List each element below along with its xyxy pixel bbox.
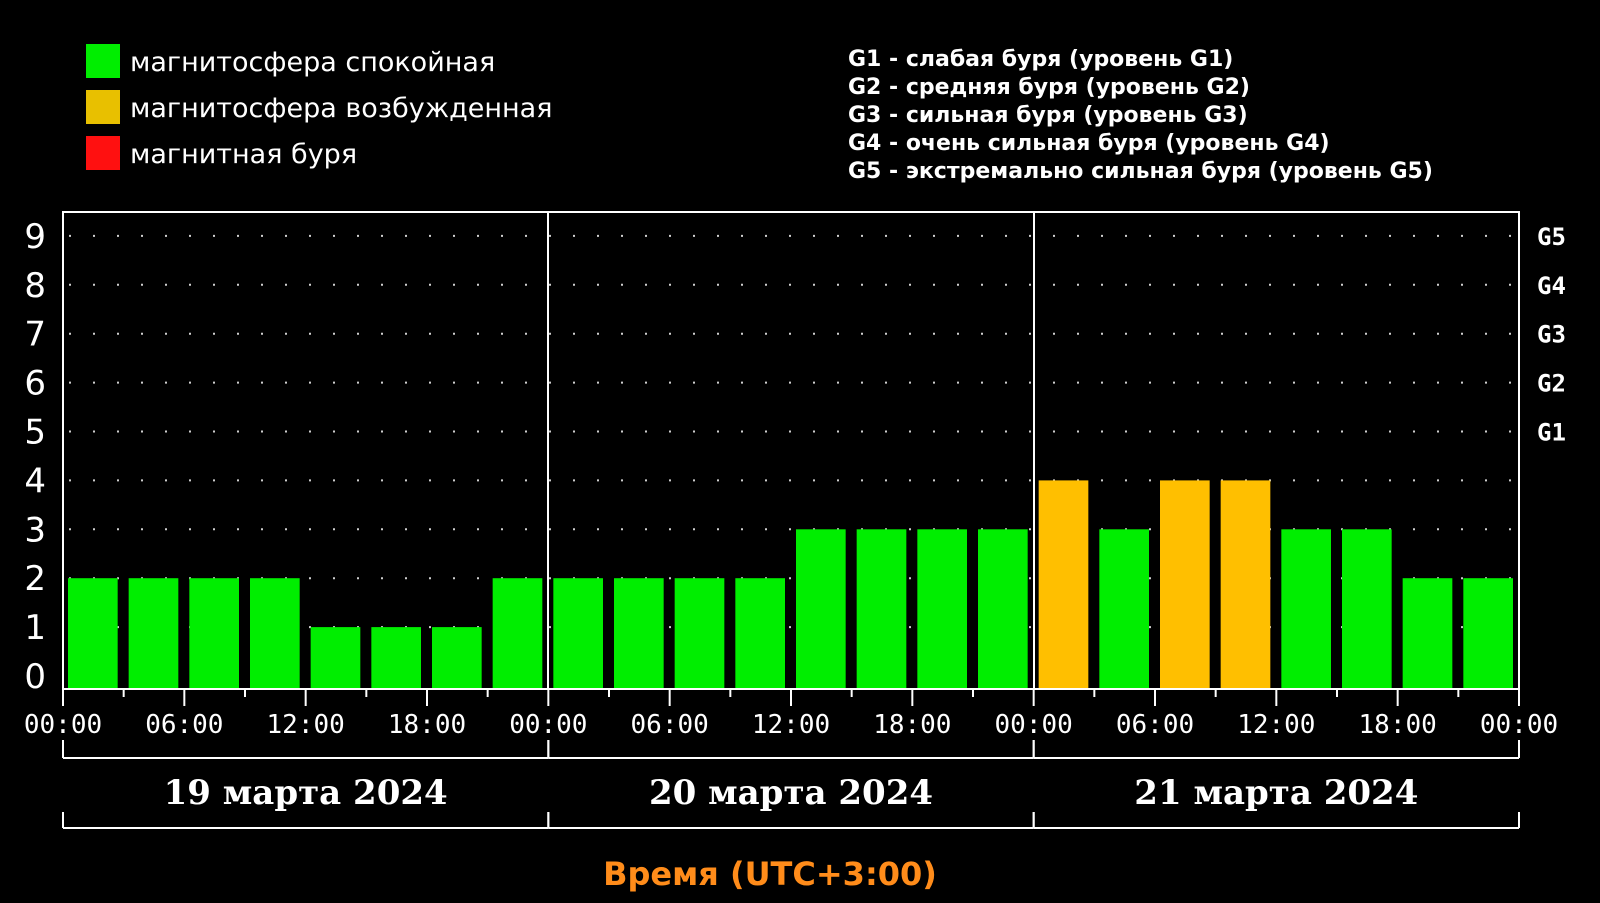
y-tick-label: 8 xyxy=(24,266,46,306)
storm-level-g1: G1 - слабая буря (уровень G1) xyxy=(848,47,1233,72)
day-label: 19 марта 2024 xyxy=(164,773,448,813)
y-tick-label: 1 xyxy=(24,608,46,648)
legend-swatch-storm xyxy=(86,136,120,170)
y-tick-label: 2 xyxy=(24,559,46,599)
x-tick-label: 06:00 xyxy=(145,710,223,740)
bar xyxy=(796,529,846,688)
bar xyxy=(189,578,239,688)
y-axis: 0 1 2 3 4 5 6 7 8 9 xyxy=(24,217,46,697)
bar xyxy=(856,529,907,688)
x-tick-label: 18:00 xyxy=(873,710,951,740)
bar xyxy=(1160,480,1210,688)
y-tick-label: 6 xyxy=(24,364,46,404)
x-tick-label: 06:00 xyxy=(1116,710,1194,740)
y-tick-label: 4 xyxy=(24,461,46,501)
g-level-axis: G1 G2 G3 G4 G5 xyxy=(1537,223,1566,447)
bar xyxy=(1038,480,1089,688)
x-tick-label: 12:00 xyxy=(267,710,345,740)
legend-swatch-quiet xyxy=(86,44,120,78)
bar xyxy=(432,627,482,688)
storm-level-g4: G4 - очень сильная буря (уровень G4) xyxy=(848,131,1330,156)
g-level-label: G2 xyxy=(1537,370,1566,398)
y-tick-label: 0 xyxy=(24,657,46,697)
bar xyxy=(492,578,543,688)
bar xyxy=(1463,578,1513,688)
legend-label-quiet: магнитосфера спокойная xyxy=(130,47,495,78)
g-level-label: G3 xyxy=(1537,321,1566,349)
bar xyxy=(250,578,300,688)
x-tick-label: 18:00 xyxy=(1359,710,1437,740)
storm-level-legend: G1 - слабая буря (уровень G1) G2 - средн… xyxy=(848,47,1433,184)
storm-level-g3: G3 - сильная буря (уровень G3) xyxy=(848,103,1248,128)
x-tick-label: 18:00 xyxy=(388,710,466,740)
y-tick-label: 7 xyxy=(24,315,46,355)
bar xyxy=(1281,529,1331,688)
bar xyxy=(1099,529,1149,688)
bar xyxy=(310,627,361,688)
bar xyxy=(1220,480,1271,688)
bar xyxy=(674,578,725,688)
bar xyxy=(1402,578,1453,688)
bar xyxy=(978,529,1028,688)
bar xyxy=(614,578,664,688)
x-tick-label: 06:00 xyxy=(631,710,709,740)
legend-label-storm: магнитная буря xyxy=(130,139,357,170)
y-tick-label: 3 xyxy=(24,510,46,550)
bar xyxy=(553,578,603,688)
x-axis-title: Время (UTC+3:00) xyxy=(603,855,937,893)
x-tick-label: 12:00 xyxy=(1237,710,1315,740)
x-tick-label: 00:00 xyxy=(1480,710,1558,740)
bar xyxy=(1342,529,1392,688)
y-tick-label: 5 xyxy=(24,413,46,453)
storm-level-g5: G5 - экстремально сильная буря (уровень … xyxy=(848,159,1433,184)
day-label: 20 марта 2024 xyxy=(649,773,933,813)
bar xyxy=(128,578,179,688)
g-level-label: G1 xyxy=(1537,419,1566,447)
bar xyxy=(371,627,421,688)
legend-label-disturbed: магнитосфера возбужденная xyxy=(130,93,552,124)
bar xyxy=(735,578,785,688)
y-tick-label: 9 xyxy=(24,217,46,257)
x-axis: 00:00 06:00 12:00 18:00 00:00 06:00 12:00 18:00… xyxy=(24,689,1558,740)
day-label: 21 марта 2024 xyxy=(1134,773,1418,813)
x-tick-label: 12:00 xyxy=(752,710,830,740)
x-tick-label: 00:00 xyxy=(24,710,102,740)
x-tick-label: 00:00 xyxy=(509,710,587,740)
x-tick-label: 00:00 xyxy=(995,710,1073,740)
day-labels: 19 марта 2024 20 марта 2024 21 марта 2024 xyxy=(62,740,1520,829)
legend: магнитосфера спокойная магнитосфера возб… xyxy=(86,44,552,170)
bars xyxy=(68,480,1513,688)
storm-level-g2: G2 - средняя буря (уровень G2) xyxy=(848,75,1250,100)
bar xyxy=(917,529,967,688)
legend-swatch-disturbed xyxy=(86,90,120,124)
g-level-label: G4 xyxy=(1537,272,1566,300)
bar xyxy=(68,578,118,688)
grid xyxy=(69,234,1513,629)
g-level-label: G5 xyxy=(1537,223,1566,251)
